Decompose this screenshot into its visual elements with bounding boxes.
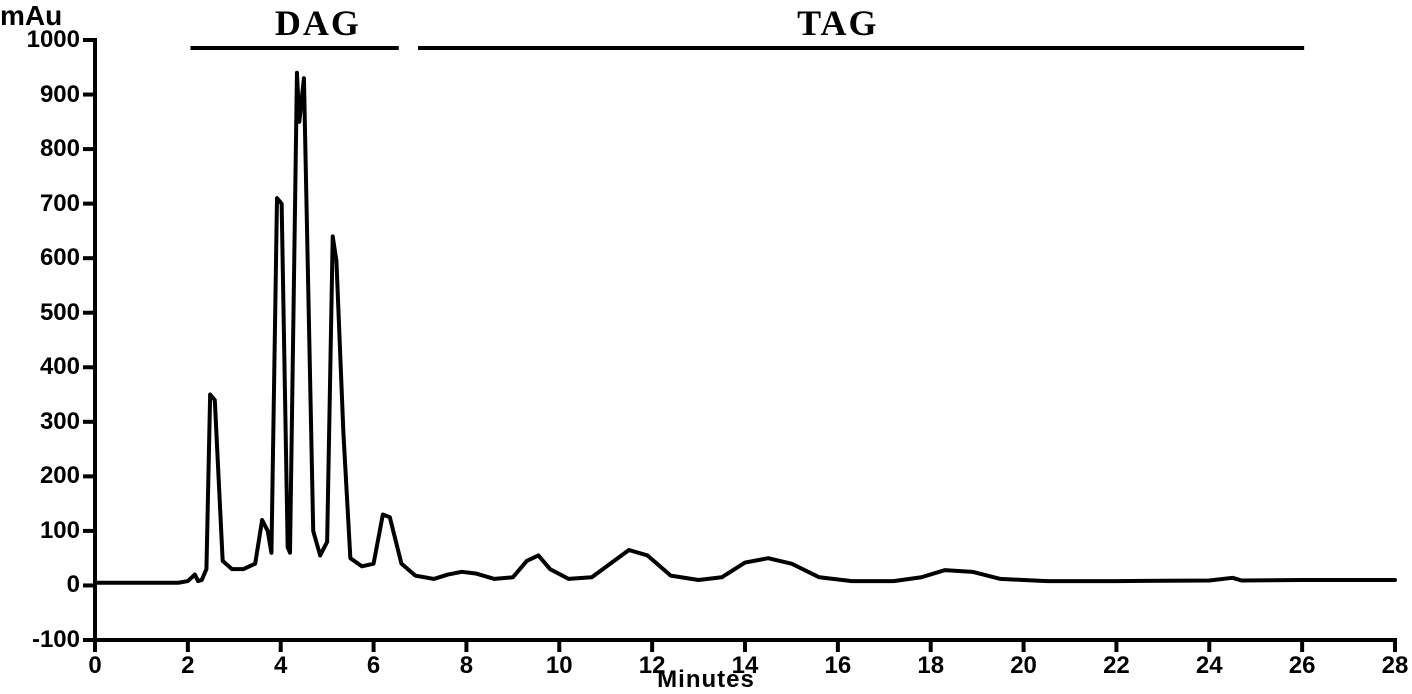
- x-tick-label: 2: [181, 652, 194, 680]
- x-tick-label: 24: [1196, 652, 1223, 680]
- x-tick-label: 16: [824, 652, 851, 680]
- x-tick-label: 26: [1289, 652, 1316, 680]
- y-tick-label: 0: [10, 571, 80, 599]
- y-tick-label: 100: [10, 517, 80, 545]
- x-tick-label: 0: [88, 652, 101, 680]
- y-tick-label: 300: [10, 408, 80, 436]
- y-tick-label: 600: [10, 244, 80, 272]
- y-tick-label: 400: [10, 353, 80, 381]
- y-tick-label: 500: [10, 299, 80, 327]
- x-tick-label: 12: [639, 652, 666, 680]
- region-label: TAG: [797, 2, 878, 44]
- y-tick-label: -100: [10, 626, 80, 654]
- x-tick-label: 18: [917, 652, 944, 680]
- region-label: DAG: [275, 2, 361, 44]
- chromatogram-trace: [95, 73, 1395, 583]
- x-tick-label: 6: [367, 652, 380, 680]
- y-tick-label: 900: [10, 81, 80, 109]
- x-tick-label: 14: [732, 652, 759, 680]
- x-tick-label: 20: [1010, 652, 1037, 680]
- plot-svg: [0, 0, 1412, 694]
- y-tick-label: 200: [10, 462, 80, 490]
- y-tick-label: 1000: [10, 26, 80, 54]
- x-tick-label: 4: [274, 652, 287, 680]
- chromatogram-plot: mAu Minutes -100010020030040050060070080…: [0, 0, 1412, 694]
- y-tick-label: 800: [10, 135, 80, 163]
- x-tick-label: 10: [546, 652, 573, 680]
- x-tick-label: 8: [460, 652, 473, 680]
- y-tick-label: 700: [10, 190, 80, 218]
- x-tick-label: 22: [1103, 652, 1130, 680]
- x-tick-label: 28: [1382, 652, 1409, 680]
